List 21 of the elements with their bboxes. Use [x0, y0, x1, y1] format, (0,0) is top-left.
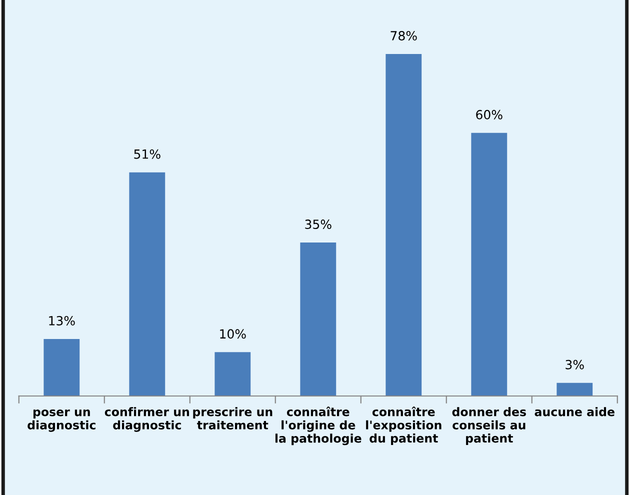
data-label: 51% — [134, 149, 160, 159]
bar — [386, 54, 422, 396]
x-tick-label: confirmer un diagnostic — [104, 407, 190, 432]
x-tick-label: poser un diagnostic — [28, 409, 96, 432]
bar — [214, 352, 251, 396]
data-label: 35% — [305, 220, 332, 230]
bar — [300, 242, 336, 396]
x-tick-label: aucune aide — [534, 407, 614, 416]
bar — [129, 172, 166, 396]
x-tick-label: donner des conseils au patient — [452, 407, 526, 445]
data-label: 60% — [476, 110, 502, 120]
x-tick-label: connaître l'origine de la pathologie — [275, 406, 362, 446]
data-label: 10% — [220, 329, 246, 339]
x-tick-label: connaître l'exposition du patient — [366, 406, 442, 445]
x-tick-label: prescrire un traitement — [193, 407, 272, 430]
bar — [556, 382, 593, 396]
bar — [44, 339, 80, 396]
data-label: 78% — [390, 31, 417, 40]
data-label: 3% — [566, 360, 584, 370]
bar — [471, 132, 508, 396]
data-label: 13% — [49, 316, 75, 326]
